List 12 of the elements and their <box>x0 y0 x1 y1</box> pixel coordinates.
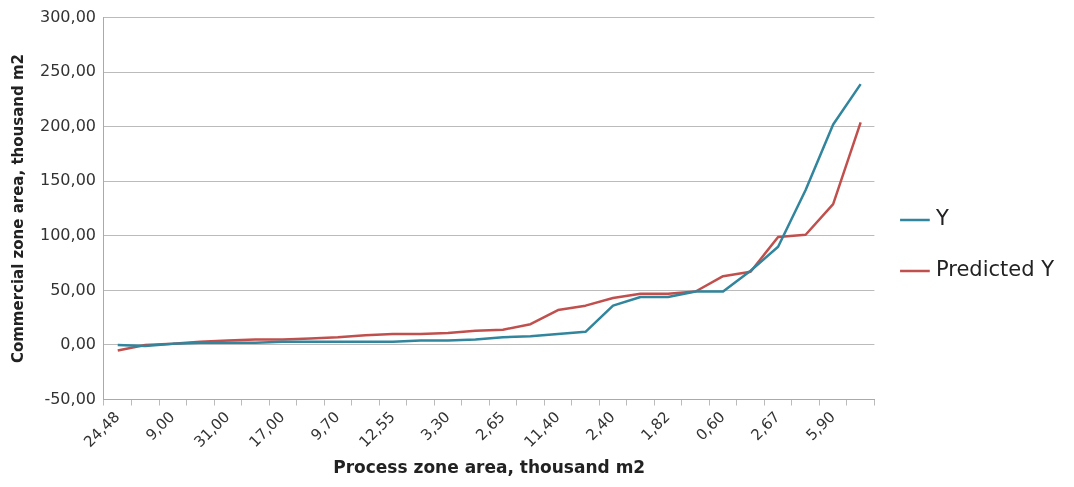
x-axis-title: Process zone area, thousand m2 <box>333 457 646 478</box>
y-tick-label: 100,00 <box>40 224 96 244</box>
y-axis-title: Commercial zone area, thousand m2 <box>8 54 27 364</box>
y-tick-label: 250,00 <box>40 61 96 81</box>
y-tick-label: 150,00 <box>40 170 96 190</box>
y-tick-label: 50,00 <box>50 279 96 299</box>
legend-label: Y <box>934 206 949 231</box>
y-tick-label: 0,00 <box>60 334 96 354</box>
y-tick-label: 300,00 <box>40 6 96 26</box>
y-tick-label: 200,00 <box>40 115 96 135</box>
legend-label: Predicted Y <box>935 257 1055 282</box>
y-tick-label: -50,00 <box>44 388 96 408</box>
